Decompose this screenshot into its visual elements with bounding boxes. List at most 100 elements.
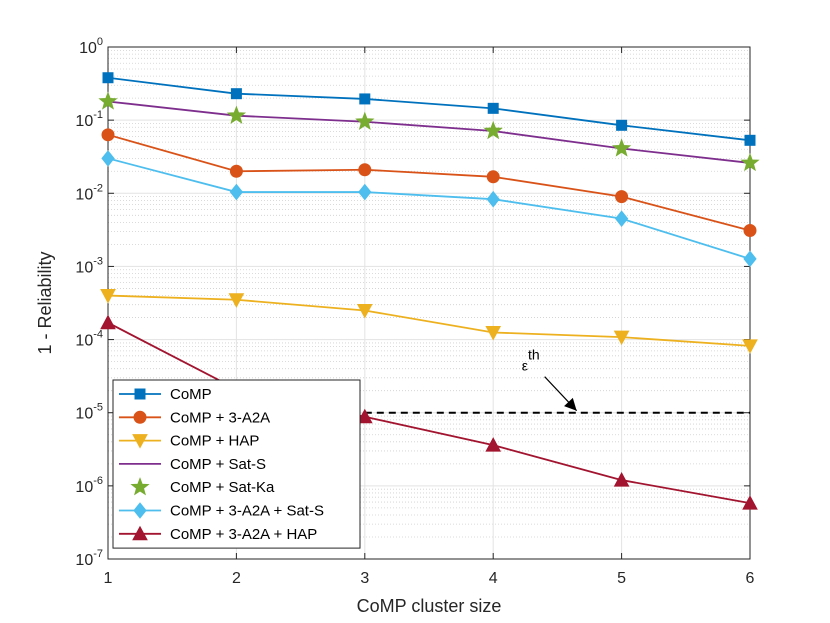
data-point xyxy=(133,502,147,519)
data-point xyxy=(359,93,371,105)
data-point xyxy=(102,72,114,84)
y-tick-label: 10-1 xyxy=(75,109,103,130)
data-point xyxy=(613,330,630,346)
legend-label: CoMP xyxy=(170,386,212,403)
data-point xyxy=(614,210,629,227)
y-tick-label: 10-5 xyxy=(75,402,103,423)
data-point xyxy=(487,102,499,114)
data-point xyxy=(486,190,500,208)
x-tick-labels: 1 2 3 4 5 6 xyxy=(104,570,755,587)
legend-item: CoMP + Sat-S xyxy=(119,456,266,473)
series-comp-3-a2a xyxy=(101,128,757,237)
data-point xyxy=(356,408,373,424)
y-tick-base: 10 xyxy=(75,406,93,423)
data-point xyxy=(132,434,148,449)
data-point xyxy=(616,119,628,131)
y-tick-label: 100 xyxy=(79,36,103,57)
annotation-base: ε xyxy=(522,358,528,374)
data-point xyxy=(100,314,116,330)
data-point xyxy=(134,388,146,400)
data-point xyxy=(358,183,372,201)
series-comp xyxy=(102,72,756,146)
legend-label: CoMP + 3-A2A + HAP xyxy=(170,526,317,543)
data-point xyxy=(486,170,500,184)
annotation-group: εth xyxy=(522,347,578,412)
y-tick-base: 10 xyxy=(75,333,93,350)
legend: CoMP CoMP + 3-A2A CoMP + HAP CoMP + Sat-S Co… xyxy=(112,379,361,549)
y-tick-base: 10 xyxy=(79,40,97,57)
data-point xyxy=(98,91,118,110)
series-comp-hap xyxy=(100,289,758,354)
y-tick-exponent: -2 xyxy=(93,182,103,194)
data-point xyxy=(615,190,629,204)
data-point xyxy=(611,138,632,157)
data-point xyxy=(740,152,760,172)
legend-label: CoMP + 3-A2A + Sat-S xyxy=(170,503,324,520)
y-tick-base: 10 xyxy=(75,259,93,276)
legend-label: CoMP + Sat-Ka xyxy=(170,479,275,496)
minor-grid xyxy=(108,49,750,538)
data-point xyxy=(101,128,115,142)
data-point xyxy=(229,164,243,178)
data-point xyxy=(742,495,758,510)
data-point xyxy=(742,339,758,354)
legend-item: CoMP xyxy=(119,386,212,403)
y-tick-exponent: -4 xyxy=(93,329,103,341)
legend-label: CoMP + 3-A2A xyxy=(170,409,270,426)
y-tick-exponent: -5 xyxy=(93,402,103,414)
data-point xyxy=(101,150,115,167)
y-tick-base: 10 xyxy=(75,113,93,130)
x-tick-label: 3 xyxy=(360,570,369,587)
series-comp-sat-ka xyxy=(98,91,760,172)
x-tick-label: 1 xyxy=(104,570,113,587)
legend-item: CoMP + 3-A2A xyxy=(119,409,270,426)
data-point xyxy=(130,477,150,496)
data-point xyxy=(485,437,502,452)
data-point xyxy=(613,472,630,487)
series-line xyxy=(107,100,751,164)
y-tick-label: 10-2 xyxy=(75,182,103,203)
x-tick-label: 2 xyxy=(232,570,241,587)
data-point xyxy=(228,293,245,308)
annotation-superscript: th xyxy=(528,347,540,363)
y-tick-base: 10 xyxy=(75,552,93,569)
x-axis-title: CoMP cluster size xyxy=(357,596,502,616)
x-tick-label: 5 xyxy=(617,570,626,587)
y-tick-base: 10 xyxy=(75,186,93,203)
x-tick-label: 4 xyxy=(489,570,498,587)
series-line xyxy=(107,321,751,505)
annotation-arrow-head xyxy=(564,397,577,411)
y-tick-exponent: 0 xyxy=(97,36,103,48)
y-tick-exponent: -7 xyxy=(93,548,103,560)
data-point xyxy=(744,134,756,146)
y-tick-exponent: -3 xyxy=(93,255,103,267)
data-point xyxy=(356,303,373,319)
series-line xyxy=(107,294,751,347)
series-comp-3-a2a-sat-s xyxy=(101,150,757,268)
data-point xyxy=(100,289,116,304)
y-tick-base: 10 xyxy=(75,479,93,496)
data-point xyxy=(133,410,147,424)
y-tick-exponent: -1 xyxy=(93,109,103,121)
legend-item: CoMP + 3-A2A + HAP xyxy=(119,525,317,543)
data-point xyxy=(355,111,375,130)
legend-label: CoMP + HAP xyxy=(170,433,259,450)
data-point xyxy=(743,250,757,268)
legend-item: CoMP + Sat-Ka xyxy=(130,477,275,496)
data-point xyxy=(226,105,247,124)
x-tick-label: 6 xyxy=(746,570,755,587)
legend-item: CoMP + 3-A2A + Sat-S xyxy=(119,502,324,520)
data-point xyxy=(743,223,757,237)
series-comp-sat-s xyxy=(107,100,751,164)
data-point xyxy=(483,120,503,140)
data-point xyxy=(132,525,148,541)
data-point xyxy=(485,325,502,341)
y-tick-label: 10-6 xyxy=(75,475,103,496)
data-point xyxy=(229,183,244,201)
series-line xyxy=(107,76,751,142)
y-axis-title: 1 - Reliability xyxy=(35,251,55,354)
legend-item: CoMP + HAP xyxy=(119,433,259,450)
y-tick-label: 10-7 xyxy=(75,548,103,569)
